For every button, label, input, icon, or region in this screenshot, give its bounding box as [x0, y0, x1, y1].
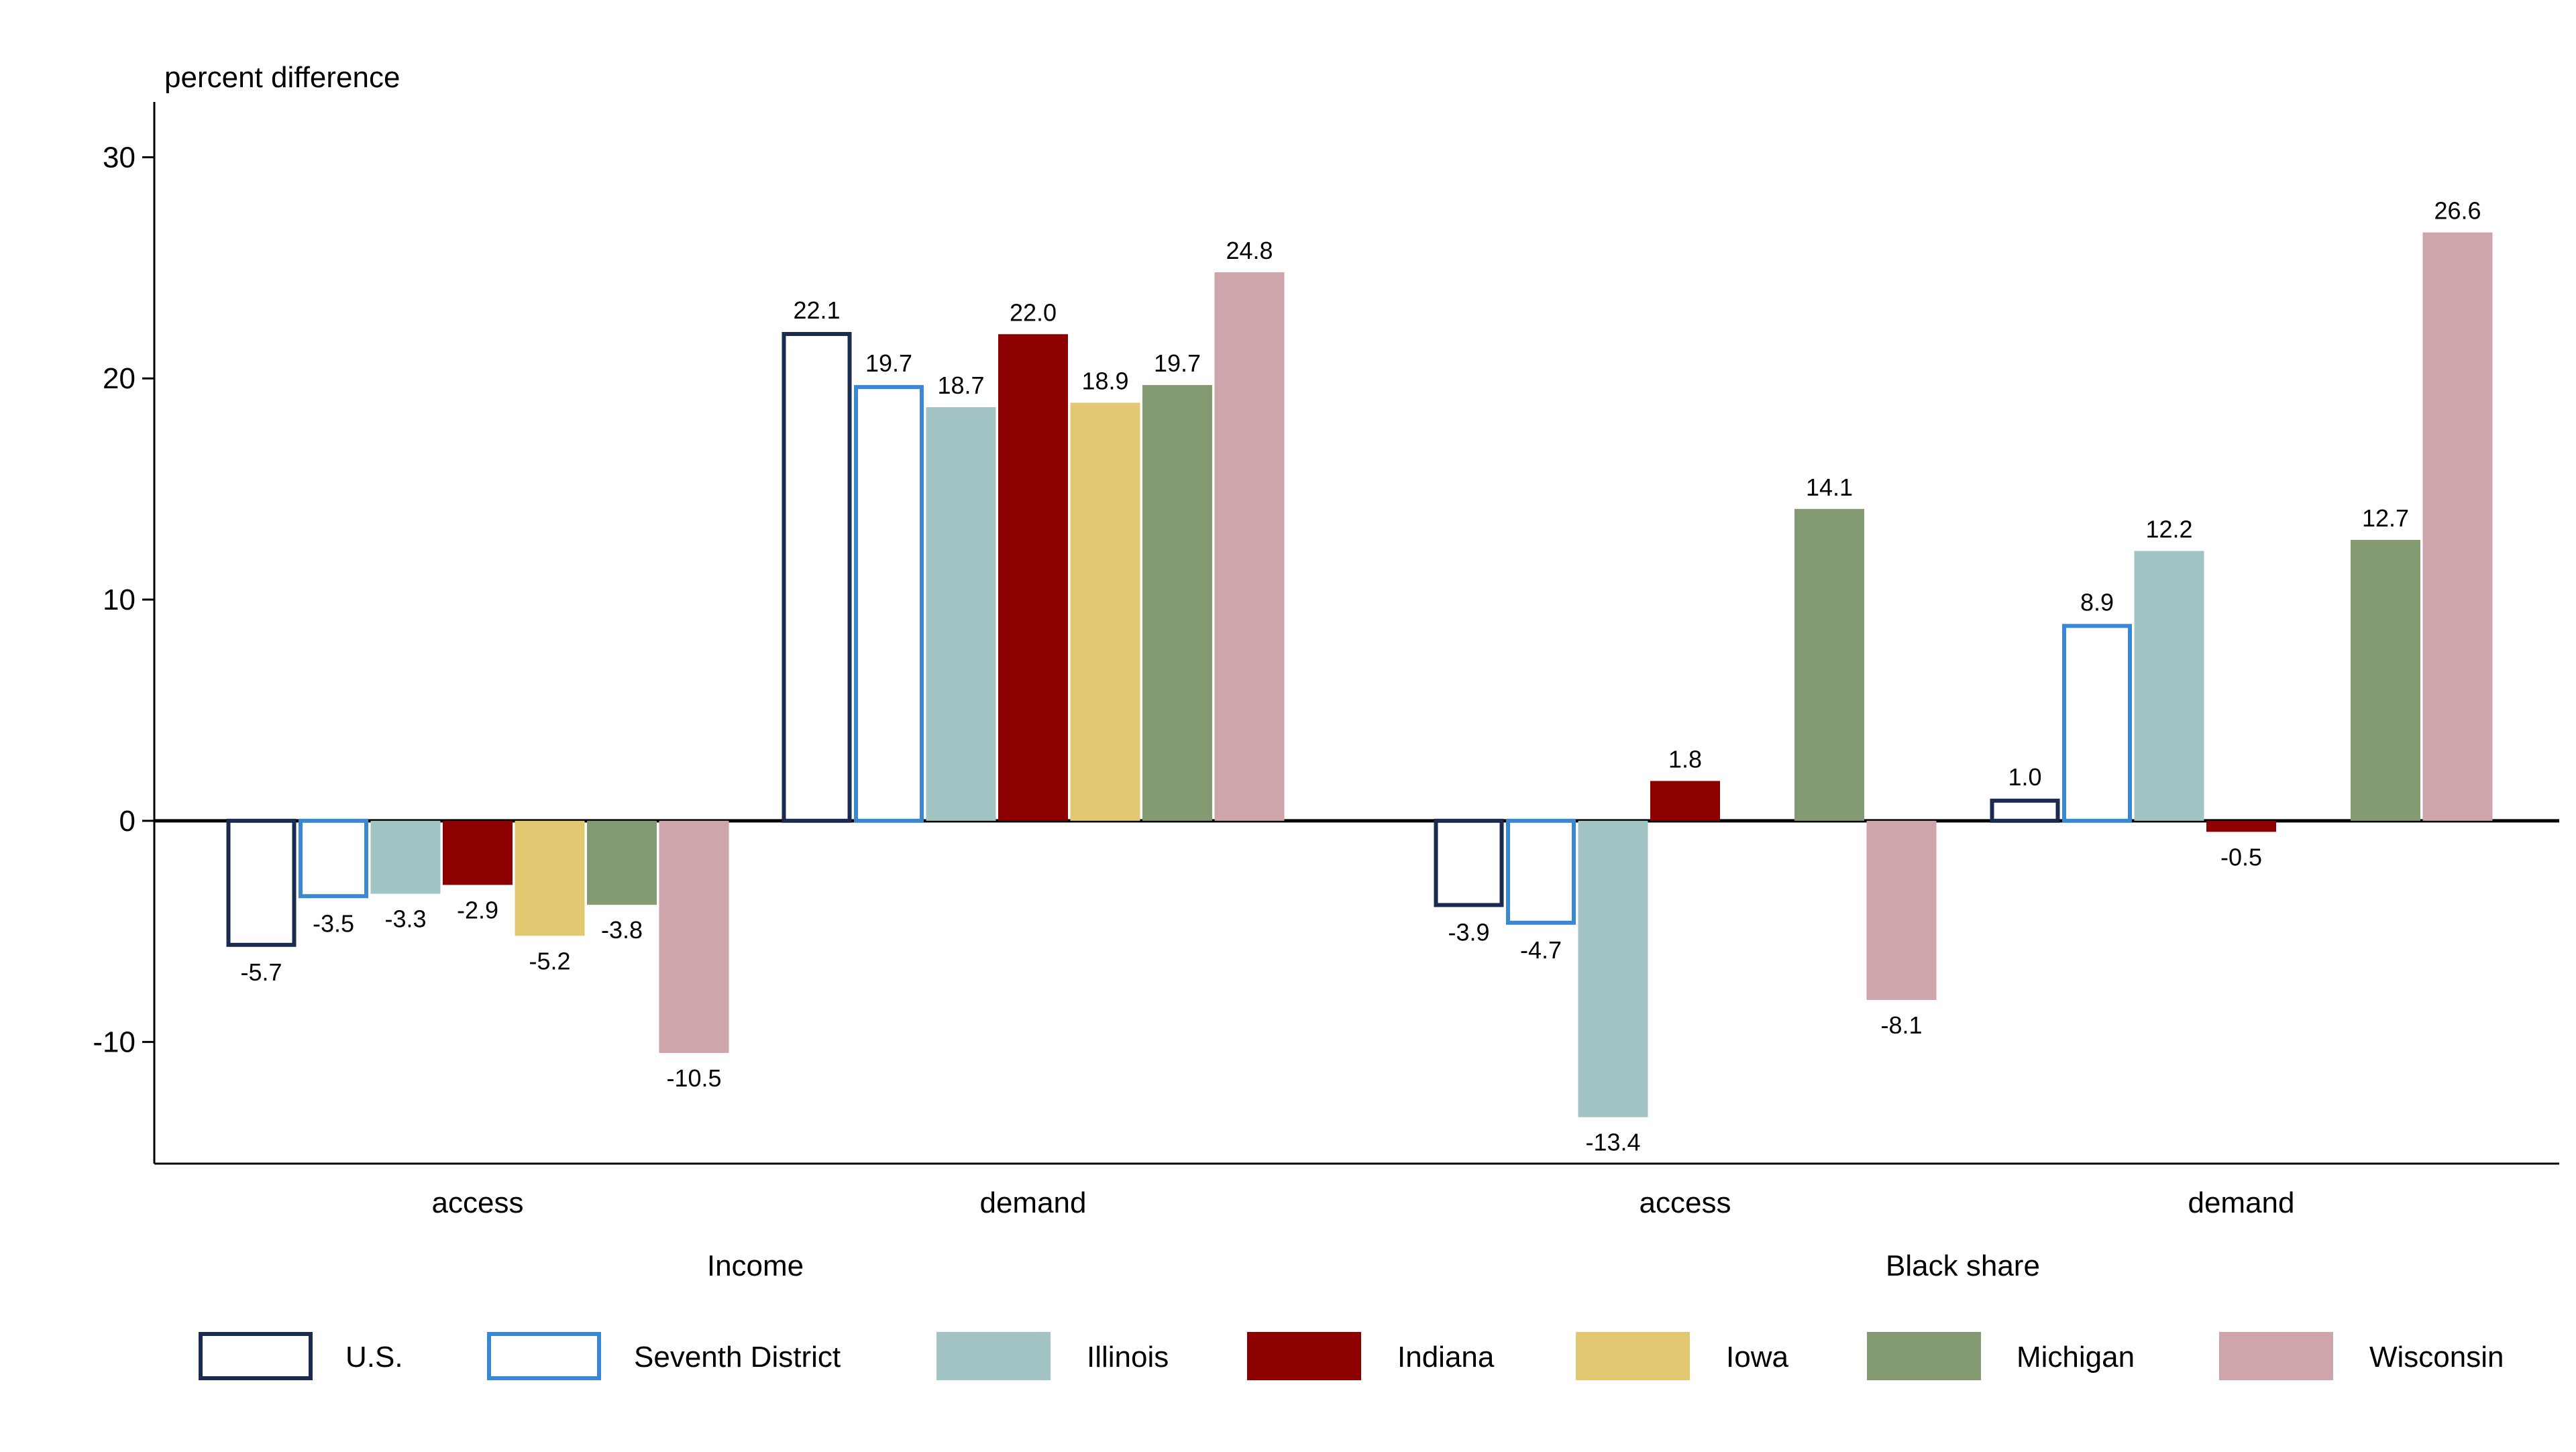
data-label-illinois-0: -3.3	[384, 905, 426, 933]
data-label-indiana-0: -2.9	[457, 896, 498, 924]
legend-swatch-iowa	[1576, 1332, 1690, 1380]
data-label-wisconsin-1: 24.8	[1226, 237, 1273, 264]
bar-u-s-1	[782, 331, 852, 823]
bar-wisconsin-0	[659, 820, 729, 1054]
bar-michigan-3	[2351, 539, 2420, 821]
legend: U.S. Seventh District Illinois Indiana Iowa M…	[199, 1332, 2504, 1380]
y-tick-label: 20	[103, 362, 136, 395]
bar-u-s-2	[1434, 818, 1504, 907]
data-label-illinois-1: 18.7	[937, 372, 984, 399]
bar-indiana-2	[1650, 781, 1720, 821]
y-tick-label: 30	[103, 141, 136, 174]
bar-wisconsin-3	[2422, 232, 2493, 821]
bar-indiana-3	[2206, 820, 2276, 832]
bar-seventh-district-2	[1506, 818, 1576, 925]
data-label-michigan-1: 19.7	[1154, 349, 1201, 377]
legend-label-michigan: Michigan	[2017, 1341, 2135, 1374]
data-label-wisconsin-2: -8.1	[1880, 1011, 1922, 1039]
data-label-wisconsin-3: 26.6	[2434, 197, 2481, 225]
legend-label-u-s: U.S.	[345, 1341, 403, 1374]
data-label-u-s-3: 1.0	[2008, 763, 2041, 791]
bar-iowa-0	[515, 820, 585, 936]
data-label-seventh-district-2: -4.7	[1520, 936, 1562, 964]
data-label-wisconsin-0: -10.5	[666, 1064, 721, 1092]
bar-illinois-0	[370, 820, 441, 894]
y-tick-label: 0	[119, 805, 136, 838]
bar-michigan-0	[587, 820, 657, 905]
category-label-0: access	[432, 1186, 524, 1219]
y-tick-label: -10	[93, 1026, 136, 1059]
bar-wisconsin-1	[1214, 272, 1285, 821]
bar-illinois-2	[1578, 820, 1648, 1117]
bar-seventh-district-0	[299, 818, 368, 899]
y-axis-label: percent difference	[164, 61, 400, 94]
legend-swatch-michigan	[1867, 1332, 1981, 1380]
data-label-iowa-0: -5.2	[529, 947, 570, 974]
bar-michigan-1	[1142, 385, 1212, 821]
data-label-indiana-2: 1.8	[1668, 745, 1702, 773]
data-label-seventh-district-3: 8.9	[2080, 588, 2114, 616]
legend-label-illinois: Illinois	[1087, 1341, 1169, 1374]
data-label-u-s-0: -5.7	[240, 958, 282, 986]
bar-iowa-1	[1070, 402, 1140, 821]
legend-label-indiana: Indiana	[1397, 1341, 1495, 1374]
data-label-u-s-1: 22.1	[793, 296, 840, 324]
data-label-michigan-0: -3.8	[601, 916, 643, 944]
legend-swatch-u-s	[199, 1332, 313, 1380]
data-label-u-s-2: -3.9	[1448, 918, 1489, 946]
data-label-iowa-1: 18.9	[1081, 368, 1128, 395]
data-label-indiana-1: 22.0	[1010, 298, 1057, 326]
bar-indiana-1	[998, 334, 1068, 821]
legend-swatch-wisconsin	[2219, 1332, 2333, 1380]
bar-seventh-district-1	[854, 385, 924, 823]
legend-swatch-illinois	[936, 1332, 1051, 1380]
data-label-illinois-3: 12.2	[2145, 515, 2192, 543]
legend-label-iowa: Iowa	[1726, 1341, 1788, 1374]
data-label-michigan-2: 14.1	[1806, 473, 1853, 501]
bar-illinois-3	[2134, 551, 2204, 821]
data-labels: -3.3 18.7 -13.4 12.2 -2.9 22.0 1.8 -0.5 -5.2 18.9…	[240, 197, 2481, 1156]
data-label-seventh-district-1: 19.7	[865, 349, 912, 377]
legend-label-wisconsin: Wisconsin	[2369, 1341, 2504, 1374]
category-label-3: demand	[2188, 1186, 2294, 1219]
group-label-0: Income	[707, 1249, 804, 1282]
bar-illinois-1	[926, 407, 996, 821]
bar-wisconsin-2	[1866, 820, 1937, 1000]
bars	[226, 232, 2493, 1117]
legend-label-seventh-district: Seventh District	[634, 1341, 841, 1374]
bar-michigan-2	[1794, 508, 1864, 821]
bar-indiana-0	[443, 820, 513, 885]
category-label-1: demand	[979, 1186, 1086, 1219]
group-label-1: Black share	[1886, 1249, 2040, 1282]
bar-u-s-3	[1990, 798, 2060, 823]
data-label-michigan-3: 12.7	[2362, 504, 2409, 532]
legend-swatch-indiana	[1247, 1332, 1361, 1380]
data-label-indiana-3: -0.5	[2220, 843, 2262, 871]
bar-seventh-district-3	[2062, 624, 2132, 823]
legend-swatch-seventh-district	[487, 1332, 601, 1380]
data-label-illinois-2: -13.4	[1585, 1129, 1640, 1156]
y-tick-label: 10	[103, 583, 136, 616]
data-label-seventh-district-0: -3.5	[313, 909, 354, 937]
axes: -10 0 10 20 30 percent difference access demand…	[93, 61, 2559, 1282]
bar-u-s-0	[226, 818, 297, 947]
category-label-2: access	[1640, 1186, 1731, 1219]
